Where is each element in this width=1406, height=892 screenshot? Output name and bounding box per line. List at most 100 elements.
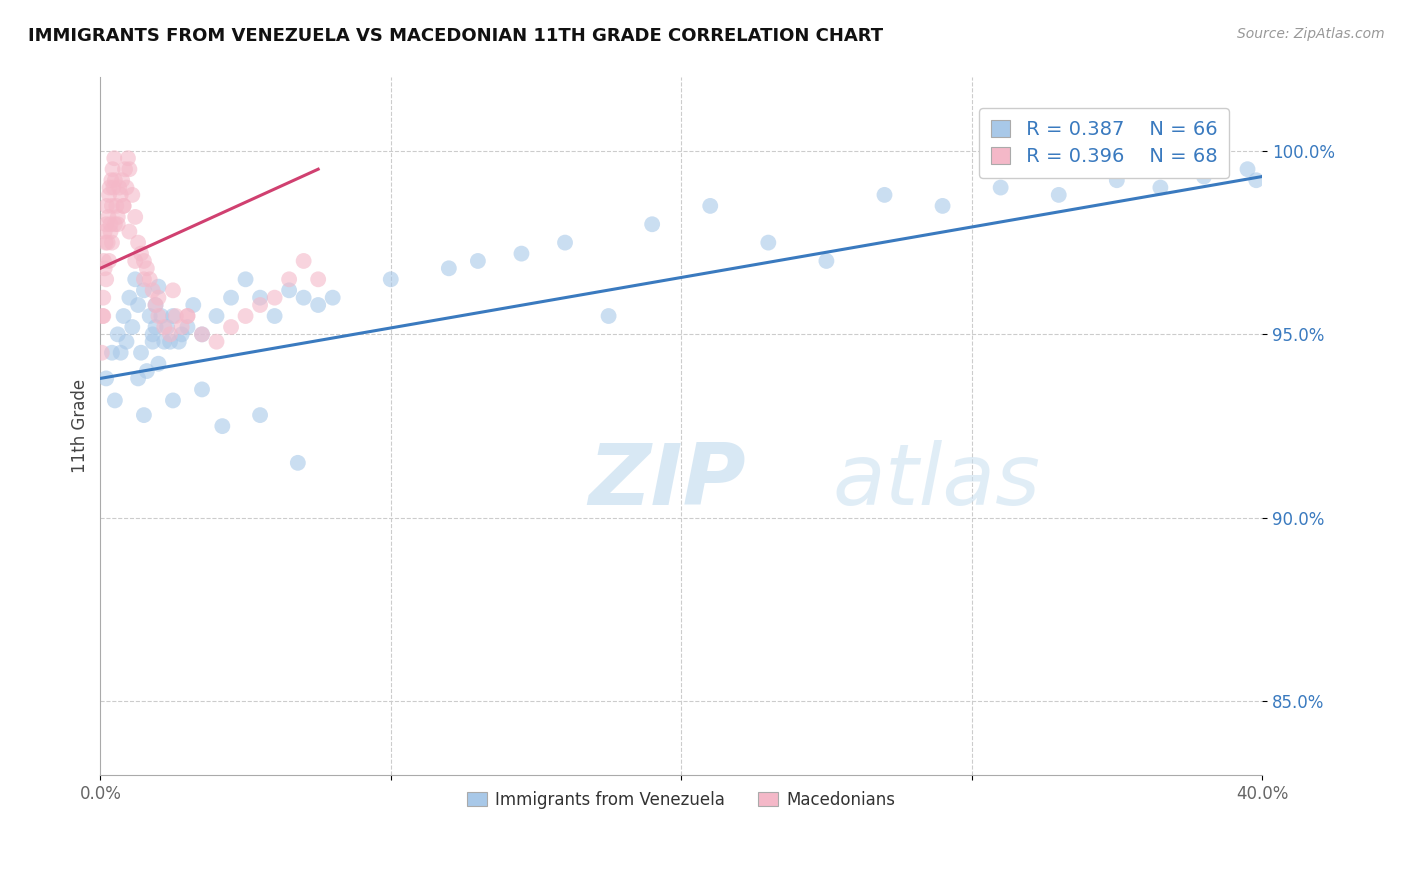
Point — [118, 225, 141, 239]
Point — [162, 283, 184, 297]
Point — [91, 309, 114, 323]
Point — [110, 345, 132, 359]
Point — [124, 210, 146, 224]
Point — [115, 334, 138, 349]
Point — [104, 217, 127, 231]
Point — [219, 320, 242, 334]
Point — [93, 254, 115, 268]
Text: Source: ZipAtlas.com: Source: ZipAtlas.com — [1237, 27, 1385, 41]
Point — [124, 272, 146, 286]
Point — [873, 187, 896, 202]
Point — [138, 309, 160, 323]
Point — [118, 291, 141, 305]
Point — [91, 291, 114, 305]
Point — [292, 254, 315, 268]
Point — [287, 456, 309, 470]
Point — [129, 246, 152, 260]
Point — [1192, 169, 1215, 184]
Point — [98, 187, 121, 202]
Point — [756, 235, 779, 250]
Point — [162, 393, 184, 408]
Point — [93, 261, 115, 276]
Point — [97, 235, 120, 250]
Point — [107, 327, 129, 342]
Point — [167, 334, 190, 349]
Point — [104, 393, 127, 408]
Point — [142, 283, 165, 297]
Point — [219, 291, 242, 305]
Point — [132, 408, 155, 422]
Point — [121, 320, 143, 334]
Point — [263, 309, 285, 323]
Point — [170, 320, 193, 334]
Point — [1149, 180, 1171, 194]
Point — [142, 327, 165, 342]
Point — [127, 298, 149, 312]
Point — [103, 180, 125, 194]
Point — [278, 283, 301, 297]
Point — [249, 298, 271, 312]
Point — [554, 235, 576, 250]
Point — [110, 187, 132, 202]
Point — [170, 327, 193, 342]
Point — [249, 408, 271, 422]
Point — [380, 272, 402, 286]
Point — [510, 246, 533, 260]
Point — [467, 254, 489, 268]
Point — [100, 217, 122, 231]
Point — [150, 309, 173, 323]
Point — [815, 254, 838, 268]
Point — [112, 309, 135, 323]
Point — [91, 309, 114, 323]
Point — [100, 225, 122, 239]
Point — [307, 272, 329, 286]
Point — [1244, 173, 1267, 187]
Point — [598, 309, 620, 323]
Point — [641, 217, 664, 231]
Point — [101, 162, 124, 177]
Point — [145, 298, 167, 312]
Point — [148, 309, 170, 323]
Point — [292, 291, 315, 305]
Point — [96, 272, 118, 286]
Point — [159, 327, 181, 342]
Point — [148, 279, 170, 293]
Point — [1236, 162, 1258, 177]
Point — [181, 298, 204, 312]
Point — [93, 225, 115, 239]
Point — [96, 199, 118, 213]
Point — [235, 309, 257, 323]
Point — [101, 345, 124, 359]
Point — [90, 345, 112, 359]
Point — [307, 298, 329, 312]
Point — [211, 419, 233, 434]
Point — [249, 291, 271, 305]
Point — [127, 235, 149, 250]
Point — [176, 309, 198, 323]
Point — [115, 180, 138, 194]
Point — [111, 173, 134, 187]
Point — [931, 199, 953, 213]
Point — [278, 272, 301, 286]
Point — [205, 334, 228, 349]
Point — [145, 298, 167, 312]
Point — [112, 199, 135, 213]
Point — [699, 199, 721, 213]
Point — [114, 162, 136, 177]
Point — [191, 327, 214, 342]
Point — [98, 180, 121, 194]
Point — [132, 272, 155, 286]
Point — [118, 162, 141, 177]
Point — [117, 151, 139, 165]
Point — [235, 272, 257, 286]
Point — [132, 283, 155, 297]
Point — [124, 254, 146, 268]
Point — [142, 334, 165, 349]
Point — [107, 217, 129, 231]
Point — [176, 320, 198, 334]
Point — [103, 151, 125, 165]
Point — [108, 180, 131, 194]
Point — [148, 291, 170, 305]
Point — [176, 309, 198, 323]
Point — [121, 187, 143, 202]
